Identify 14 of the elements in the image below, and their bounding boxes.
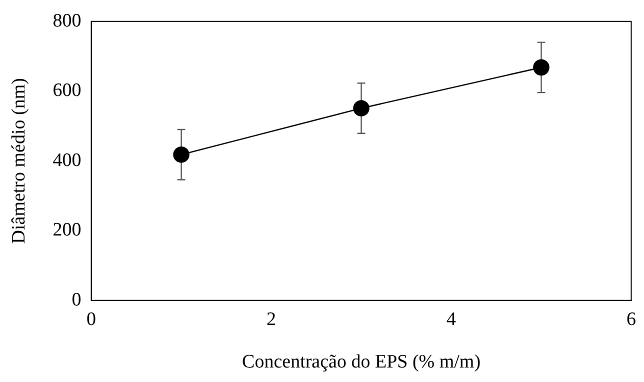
y-tick-label: 400 — [52, 150, 82, 171]
y-tick-label: 200 — [52, 220, 82, 241]
y-axis-title: Diâmetro médio (nm) — [8, 78, 30, 244]
point — [353, 100, 370, 116]
x-tick-label: 0 — [86, 308, 96, 330]
x-tick-label: 2 — [266, 308, 276, 330]
point — [533, 59, 550, 76]
y-tick-label: 800 — [52, 10, 82, 32]
x-tick-label: 6 — [626, 308, 636, 330]
point — [173, 146, 190, 163]
y-tick-label: 0 — [72, 289, 82, 310]
x-axis-title: Concentração do EPS (% m/m) — [242, 352, 481, 373]
x-tick-label: 4 — [446, 308, 457, 330]
y-tick-label: 600 — [52, 80, 82, 102]
